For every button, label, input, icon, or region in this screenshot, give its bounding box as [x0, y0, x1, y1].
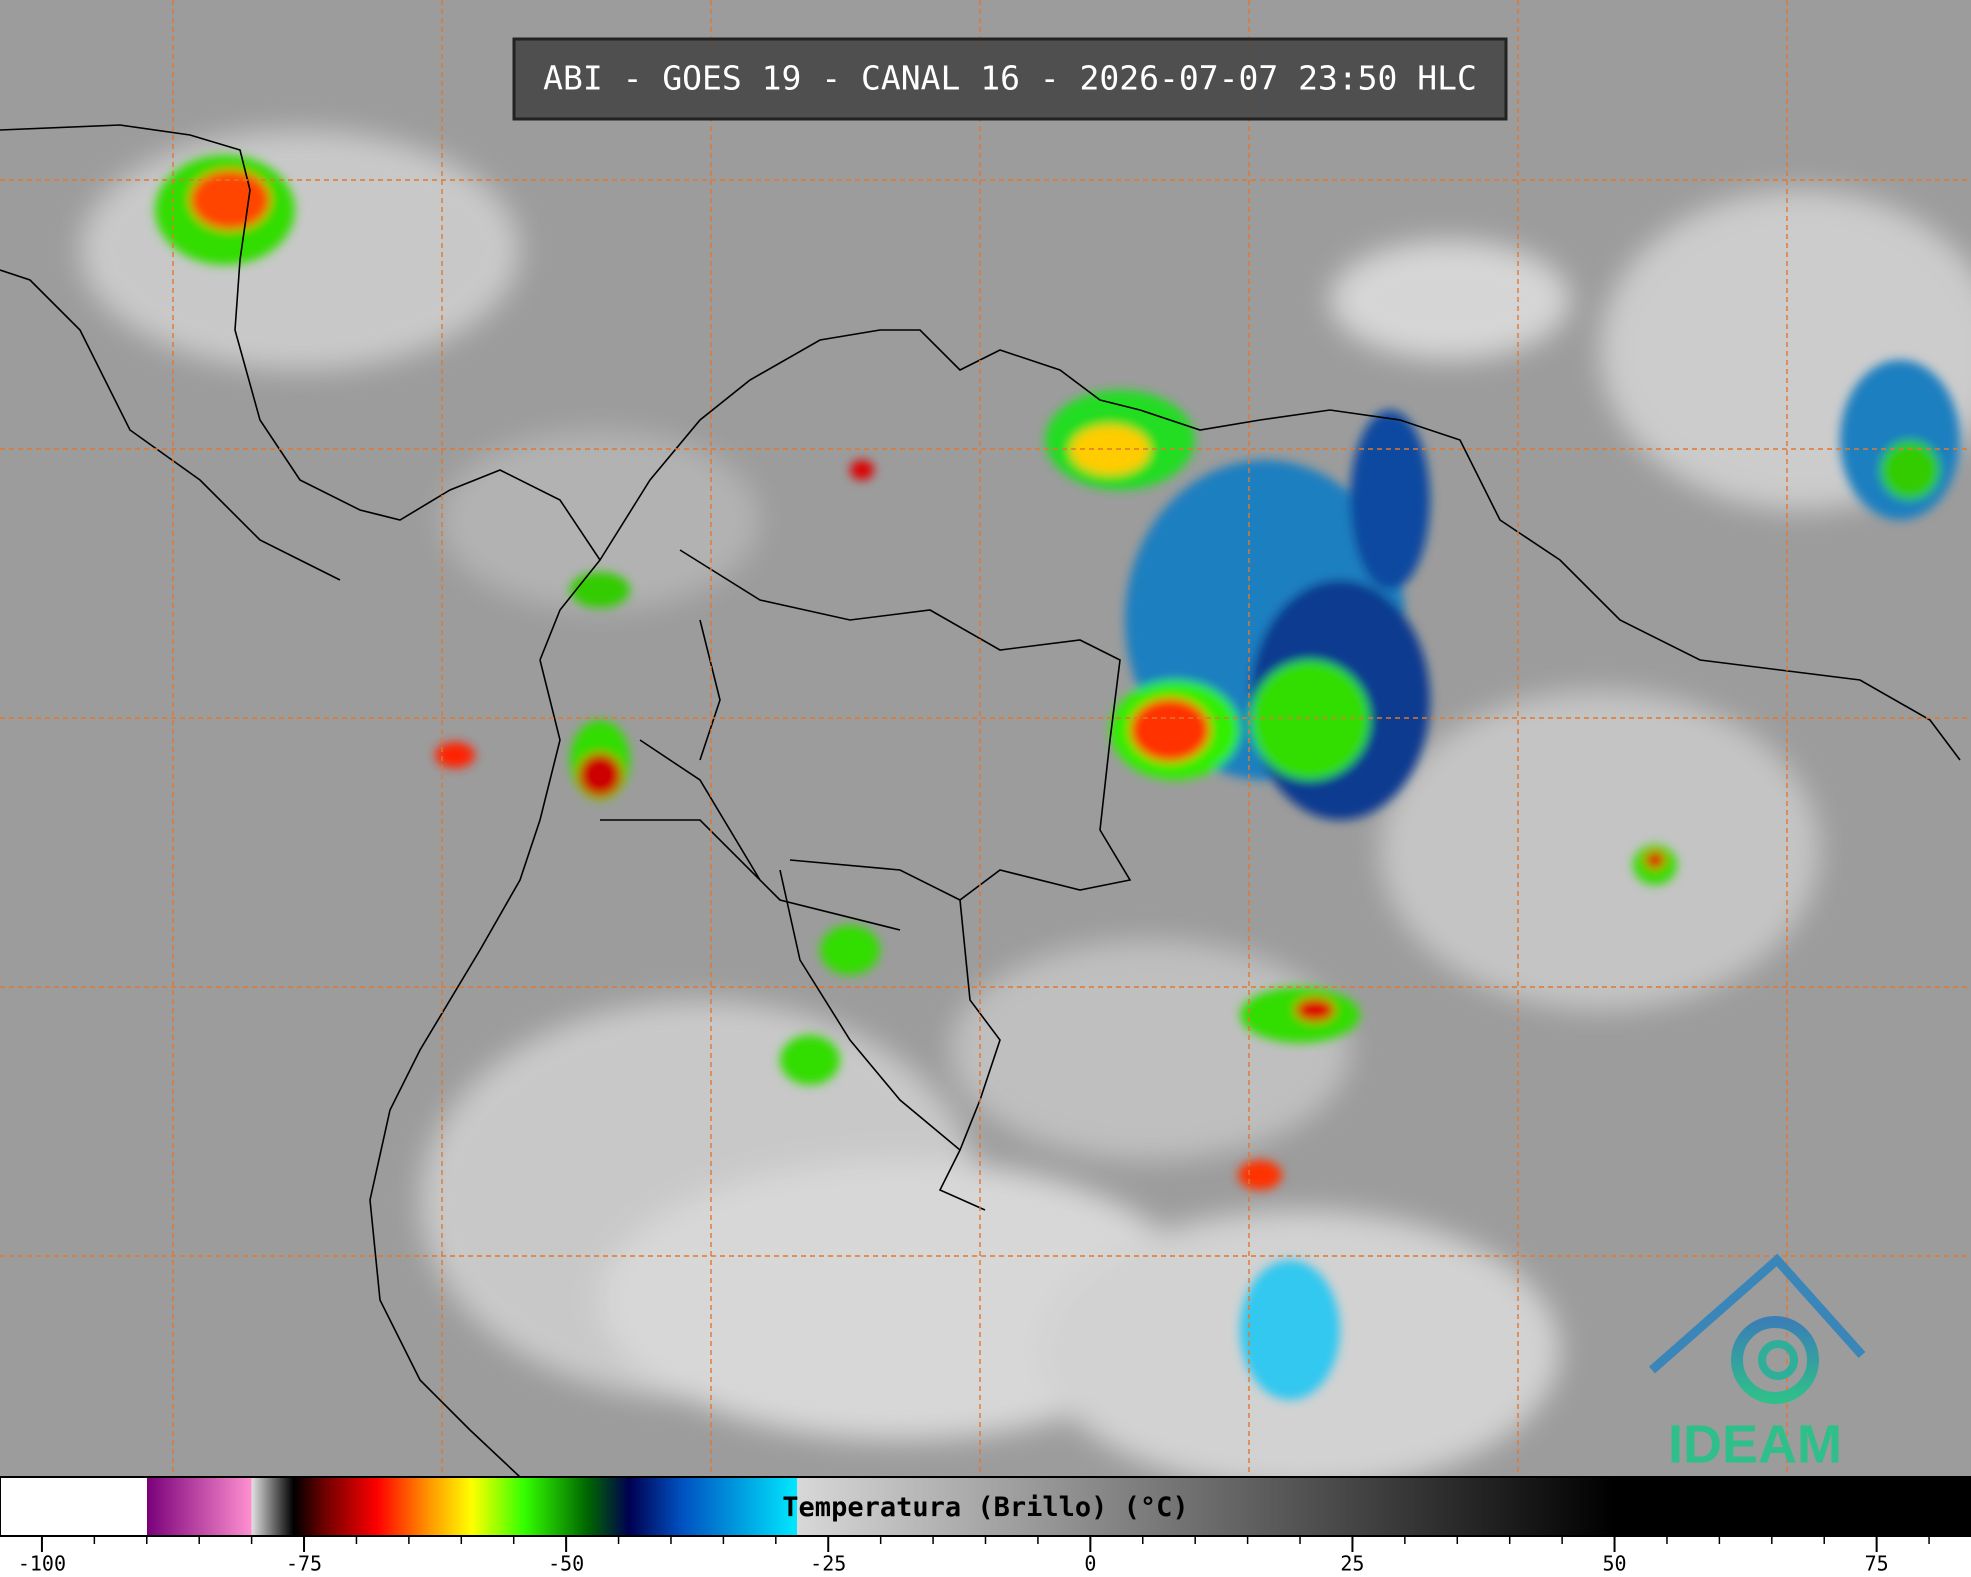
tick-label: 25	[1340, 1552, 1364, 1576]
tick-label: 75	[1865, 1552, 1889, 1576]
tick-label: -25	[810, 1552, 846, 1576]
colorbar: Temperatura (Brillo) (°C) -100 -75 -50 -25 0 2…	[0, 1476, 1971, 1576]
title: ABI - GOES 19 - CANAL 16 - 2026-07-07 23…	[543, 59, 1477, 98]
tick-label: 50	[1602, 1552, 1626, 1576]
tick-label: -100	[18, 1552, 66, 1576]
title-box: ABI - GOES 19 - CANAL 16 - 2026-07-07 23…	[512, 37, 1508, 121]
tick-label: -50	[548, 1552, 584, 1576]
colorbar-title: Temperatura (Brillo) (°C)	[782, 1492, 1188, 1523]
tick-label: -75	[286, 1552, 322, 1576]
imagery	[0, 0, 1971, 1490]
logo-text: IDEAM	[1668, 1414, 1842, 1474]
tick-label: 0	[1084, 1552, 1096, 1576]
logo: IDEAM	[1649, 1253, 1866, 1474]
